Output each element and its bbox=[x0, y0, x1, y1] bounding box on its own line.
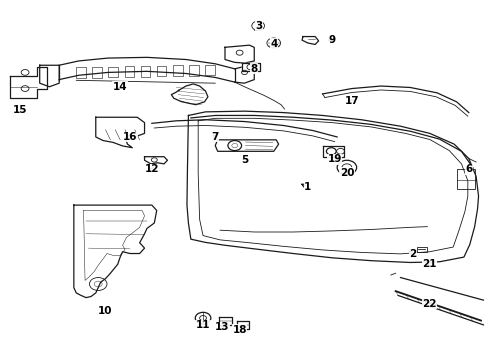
Bar bbox=[141, 66, 150, 77]
Bar bbox=[108, 67, 118, 77]
Text: 12: 12 bbox=[144, 164, 159, 174]
Text: 5: 5 bbox=[241, 155, 247, 165]
Text: 6: 6 bbox=[464, 164, 471, 174]
Polygon shape bbox=[171, 84, 207, 105]
Text: 13: 13 bbox=[215, 322, 229, 332]
Text: 3: 3 bbox=[255, 21, 262, 31]
Text: 7: 7 bbox=[211, 132, 219, 142]
Polygon shape bbox=[96, 117, 144, 148]
Polygon shape bbox=[219, 317, 232, 325]
Text: 21: 21 bbox=[422, 259, 436, 269]
Polygon shape bbox=[242, 63, 260, 71]
Polygon shape bbox=[215, 140, 278, 151]
Polygon shape bbox=[74, 205, 157, 298]
Polygon shape bbox=[302, 37, 318, 44]
Bar bbox=[456, 169, 474, 189]
Bar bbox=[172, 65, 182, 76]
Bar bbox=[204, 64, 214, 75]
Text: 2: 2 bbox=[408, 248, 415, 258]
Polygon shape bbox=[322, 146, 344, 157]
Text: 20: 20 bbox=[339, 168, 353, 178]
Bar bbox=[157, 66, 166, 76]
Text: 14: 14 bbox=[113, 82, 127, 92]
Bar bbox=[92, 67, 102, 78]
Text: 17: 17 bbox=[344, 96, 358, 106]
Bar bbox=[416, 247, 427, 252]
Text: 18: 18 bbox=[232, 325, 246, 335]
Text: 11: 11 bbox=[195, 320, 210, 330]
Bar bbox=[124, 66, 134, 77]
Text: 10: 10 bbox=[98, 306, 113, 316]
Polygon shape bbox=[10, 67, 47, 98]
Bar bbox=[188, 65, 198, 76]
Text: 8: 8 bbox=[250, 64, 257, 74]
Polygon shape bbox=[224, 45, 254, 63]
Text: 15: 15 bbox=[13, 105, 27, 115]
Text: 9: 9 bbox=[328, 35, 335, 45]
Text: 19: 19 bbox=[327, 154, 341, 164]
Polygon shape bbox=[144, 157, 167, 164]
Bar bbox=[76, 67, 86, 78]
Polygon shape bbox=[236, 320, 249, 329]
Text: 4: 4 bbox=[269, 39, 277, 49]
Text: 16: 16 bbox=[122, 132, 137, 142]
Text: 22: 22 bbox=[422, 299, 436, 309]
Text: 1: 1 bbox=[304, 182, 311, 192]
